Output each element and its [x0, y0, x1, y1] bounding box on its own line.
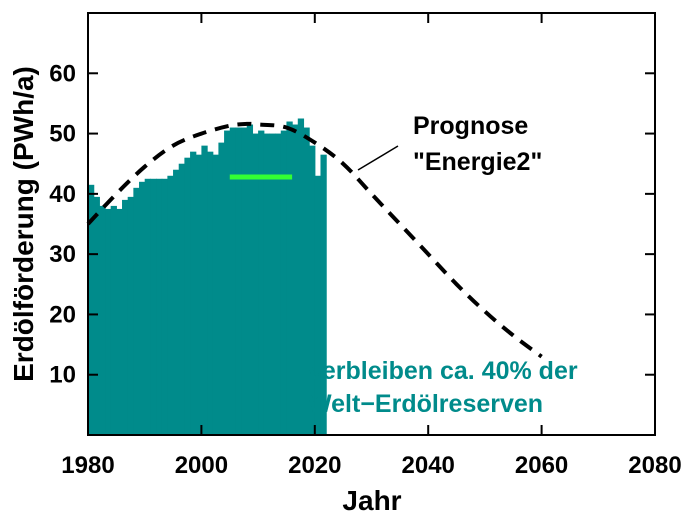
x-tick-label: 1980: [61, 452, 114, 479]
bar: [150, 178, 157, 436]
bar: [269, 133, 276, 435]
x-tick-label: 2080: [628, 452, 681, 479]
bar: [224, 130, 231, 435]
x-axis: 1980 2000 2020 2040 2060 2080: [61, 13, 682, 479]
bar: [207, 151, 214, 435]
annotation-callout-line: [357, 145, 399, 171]
prognosis-curve: [86, 121, 543, 359]
bar: [93, 196, 100, 435]
x-tick-label: 2060: [515, 452, 568, 479]
bar: [280, 130, 288, 435]
bar: [178, 163, 185, 435]
bar: [292, 124, 299, 435]
bar: [156, 178, 163, 436]
remaining-label-line2: Welt−Erdölreserven: [308, 390, 543, 418]
bar: [133, 187, 140, 435]
bar: [297, 118, 305, 435]
bar: [286, 121, 293, 435]
y-tick-label: 50: [49, 121, 76, 148]
y-tick-label: 60: [49, 60, 76, 87]
bar: [252, 133, 259, 435]
bar: [246, 124, 254, 435]
bar: [212, 154, 220, 436]
bar: [184, 157, 191, 435]
prognose-label-line2: "Energie2": [413, 148, 542, 176]
bar: [258, 130, 265, 435]
x-tick-label: 2000: [175, 452, 228, 479]
bar: [110, 205, 117, 435]
bar: [144, 178, 151, 436]
bar: [105, 208, 112, 435]
bar: [116, 208, 123, 435]
bar: [88, 184, 95, 435]
bar: [201, 145, 208, 435]
bar: [303, 127, 310, 435]
plot-frame: [87, 12, 656, 436]
bar: [309, 145, 316, 435]
y-tick-label: 20: [49, 301, 76, 328]
bar: [173, 169, 180, 436]
bar: [195, 154, 202, 436]
bar: [167, 175, 174, 435]
x-tick-label: 2020: [288, 452, 341, 479]
bar: [263, 133, 271, 435]
y-tick-label: 40: [49, 181, 76, 208]
bar: [139, 181, 146, 435]
y-axis: 10 20 30 40 50 60: [49, 60, 655, 389]
bar: [161, 178, 168, 436]
prognose-label-line1: Prognose: [413, 112, 528, 140]
bar: [275, 133, 282, 435]
x-tick-label: 2040: [402, 452, 455, 479]
bar: [241, 127, 248, 435]
bar: [229, 127, 237, 435]
bar: [127, 196, 134, 435]
bar: [99, 205, 106, 435]
x-axis-title: Jahr: [342, 485, 401, 516]
bar-series: [88, 118, 327, 436]
y-axis-title: Erdölförderung (PWh/a): [8, 66, 39, 382]
bar: [320, 154, 327, 436]
bar: [218, 142, 225, 436]
y-tick-label: 10: [49, 362, 76, 389]
y-tick-label: 30: [49, 241, 76, 268]
bar: [314, 175, 322, 435]
bar: [122, 199, 129, 435]
bar: [235, 127, 242, 435]
remaining-label-line1: verbleiben ca. 40% der: [308, 357, 578, 385]
bar: [190, 151, 197, 435]
